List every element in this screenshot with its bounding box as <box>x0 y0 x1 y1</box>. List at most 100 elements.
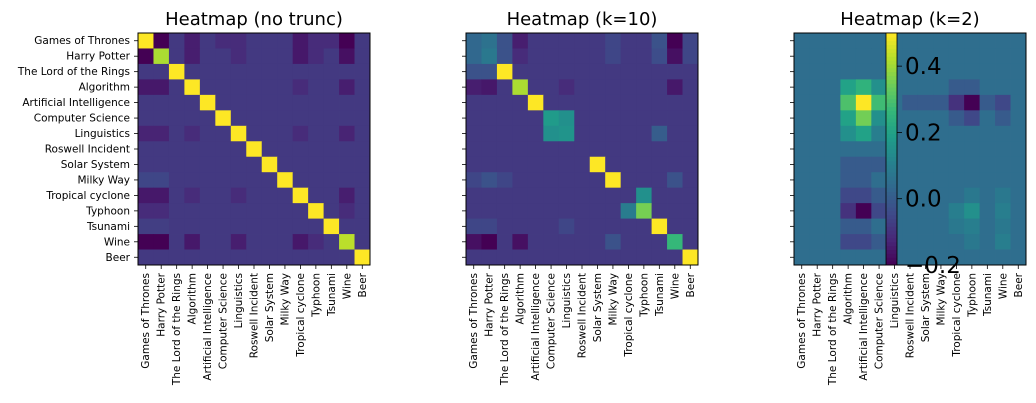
heatmap-2-cell-r1-c14 <box>682 48 699 65</box>
heatmap-3-cell-r9-c4 <box>855 172 872 189</box>
heatmap-3-xtick-label-6: Linguistics <box>889 273 901 328</box>
heatmap-1-cell-r0-c4 <box>199 33 216 49</box>
heatmap-1-cell-r10-c10 <box>292 187 309 204</box>
heatmap-1-xtick-label-11: Typhoon <box>310 273 322 318</box>
heatmap-1-cell-r5-c10 <box>292 110 309 127</box>
heatmap-3-cell-r11-c7 <box>902 203 919 219</box>
heatmap-2-cell-r14-c2 <box>496 249 513 266</box>
heatmap-3-cell-r11-c9 <box>933 203 950 219</box>
heatmap-1-cell-r4-c5 <box>215 94 232 111</box>
heatmap-2-xtick-label-5: Computer Science <box>546 273 558 369</box>
heatmap-1-cell-r12-c7 <box>246 218 263 235</box>
heatmap-2-xtick-label-6: Linguistics <box>561 273 573 328</box>
heatmap-3-cell-r3-c11 <box>964 79 980 96</box>
heatmap-3-cell-r3-c14 <box>1010 79 1027 96</box>
heatmap-3-cell-r2-c4 <box>855 63 872 80</box>
heatmap-2-cell-r12-c0 <box>466 218 482 235</box>
heatmap-2-cell-r0-c10 <box>620 33 637 49</box>
heatmap-2-cell-r13-c10 <box>620 234 637 250</box>
colorbar-segment-55 <box>886 48 897 53</box>
heatmap-1-cell-r11-c5 <box>215 203 232 219</box>
heatmap-1-cell-r13-c3 <box>184 234 201 250</box>
heatmap-2-cell-r8-c9 <box>605 156 622 173</box>
heatmap-3-cell-r14-c1 <box>809 249 826 266</box>
heatmap-3-cell-r10-c1 <box>809 187 826 204</box>
colorbar-segment-59 <box>886 33 897 38</box>
heatmap-1-cell-r11-c8 <box>261 203 278 219</box>
colorbar-segment-31 <box>886 141 897 146</box>
heatmap-1-cell-r7-c8 <box>261 141 278 158</box>
heatmap-1-cell-r11-c14 <box>354 203 371 219</box>
heatmap-1-cell-r2-c9 <box>277 63 294 80</box>
heatmap-1-cell-r10-c8 <box>261 187 278 204</box>
heatmap-1-cell-r9-c6 <box>230 172 247 189</box>
heatmap-3-cell-r1-c4 <box>855 48 872 65</box>
heatmap-3-cell-r7-c8 <box>917 141 934 158</box>
colorbar-segment-35 <box>886 125 897 131</box>
heatmap-1-cell-r5-c3 <box>184 110 201 127</box>
colorbar-segment-5 <box>886 241 897 247</box>
heatmap-3-cell-r8-c5 <box>871 156 888 173</box>
heatmap-3-cell-r11-c4 <box>855 203 872 219</box>
heatmap-3-cell-r1-c7 <box>902 48 919 65</box>
colorbar-segment-39 <box>886 110 897 115</box>
heatmap-3-xtick-label-1: Harry Potter <box>812 272 824 336</box>
heatmap-1-cell-r3-c3 <box>184 79 201 96</box>
heatmap-1-cell-r14-c10 <box>292 249 309 266</box>
heatmap-2-cell-r10-c9 <box>605 187 622 204</box>
heatmap-1-ytick-label-1: Harry Potter <box>66 51 130 63</box>
heatmap-1-cell-r0-c7 <box>246 33 263 49</box>
heatmap-1-cell-r13-c13 <box>339 234 355 250</box>
heatmap-2-cell-r8-c4 <box>527 156 544 173</box>
colorbar-segment-51 <box>886 63 897 69</box>
heatmap-2-cell-r9-c10 <box>620 172 637 189</box>
heatmap-2-cell-r4-c5 <box>543 94 560 111</box>
heatmap-3-cell-r12-c4 <box>855 218 872 235</box>
heatmap-2-xtick-label-3: Algorithm <box>515 273 527 324</box>
heatmap-2-cell-r6-c7 <box>574 125 591 142</box>
heatmap-2-cell-r9-c14 <box>682 172 699 189</box>
heatmap-2-cell-r5-c1 <box>481 110 498 127</box>
heatmap-1-cell-r3-c4 <box>199 79 216 96</box>
chart-title-2: Heatmap (k=10) <box>507 9 658 30</box>
heatmap-3-cell-r2-c11 <box>964 63 980 80</box>
heatmap-2-xtick-label-2: The Lord of the Rings <box>499 273 511 386</box>
colorbar-segment-49 <box>886 71 897 77</box>
heatmap-1-cell-r8-c14 <box>354 156 371 173</box>
heatmap-3-cell-r8-c11 <box>964 156 980 173</box>
heatmap-3-xtick-label-4: Artificial Intelligence <box>858 273 870 381</box>
heatmap-2-cell-r10-c6 <box>558 187 575 204</box>
heatmap-1-cell-r2-c13 <box>339 63 355 80</box>
heatmap-3-cell-r2-c12 <box>979 63 996 80</box>
heatmap-1-cell-r1-c0 <box>138 48 154 65</box>
heatmap-3-cell-r5-c12 <box>979 110 996 127</box>
heatmap-1-cell-r2-c1 <box>153 63 170 80</box>
heatmap-3-cell-r12-c5 <box>871 218 888 235</box>
heatmap-3-cell-r4-c2 <box>824 94 841 111</box>
heatmap-3-cell-r3-c10 <box>948 79 965 96</box>
heatmap-3-cell-r11-c5 <box>871 203 888 219</box>
heatmap-2-cell-r11-c9 <box>605 203 622 219</box>
heatmap-2-cell-r7-c7 <box>574 141 591 158</box>
heatmap-1-cell-r11-c7 <box>246 203 263 219</box>
heatmap-1-cell-r11-c6 <box>230 203 247 219</box>
heatmap-1-cell-r14-c0 <box>138 249 154 266</box>
heatmap-3-cell-r13-c13 <box>995 234 1011 250</box>
heatmap-3-cell-r11-c0 <box>794 203 810 219</box>
heatmap-2-cell-r13-c5 <box>543 234 560 250</box>
heatmap-2-cell-r5-c9 <box>605 110 622 127</box>
heatmap-3-cell-r5-c0 <box>794 110 810 127</box>
heatmap-3-cell-r13-c14 <box>1010 234 1027 250</box>
colorbar-segment-22 <box>886 176 897 181</box>
heatmap-3-cell-r7-c13 <box>995 141 1011 158</box>
heatmap-1-cell-r14-c2 <box>168 249 185 266</box>
heatmap-1-cell-r3-c6 <box>230 79 247 96</box>
heatmap-2-cell-r11-c3 <box>512 203 529 219</box>
heatmap-3-cell-r1-c14 <box>1010 48 1027 65</box>
heatmap-3-cell-r7-c0 <box>794 141 810 158</box>
heatmap-1-cell-r5-c12 <box>323 110 340 127</box>
heatmap-2-xtick-label-1: Harry Potter <box>484 272 496 336</box>
heatmap-1-cell-r9-c2 <box>168 172 185 189</box>
heatmap-2-cell-r4-c2 <box>496 94 513 111</box>
heatmap-2-cell-r6-c9 <box>605 125 622 142</box>
